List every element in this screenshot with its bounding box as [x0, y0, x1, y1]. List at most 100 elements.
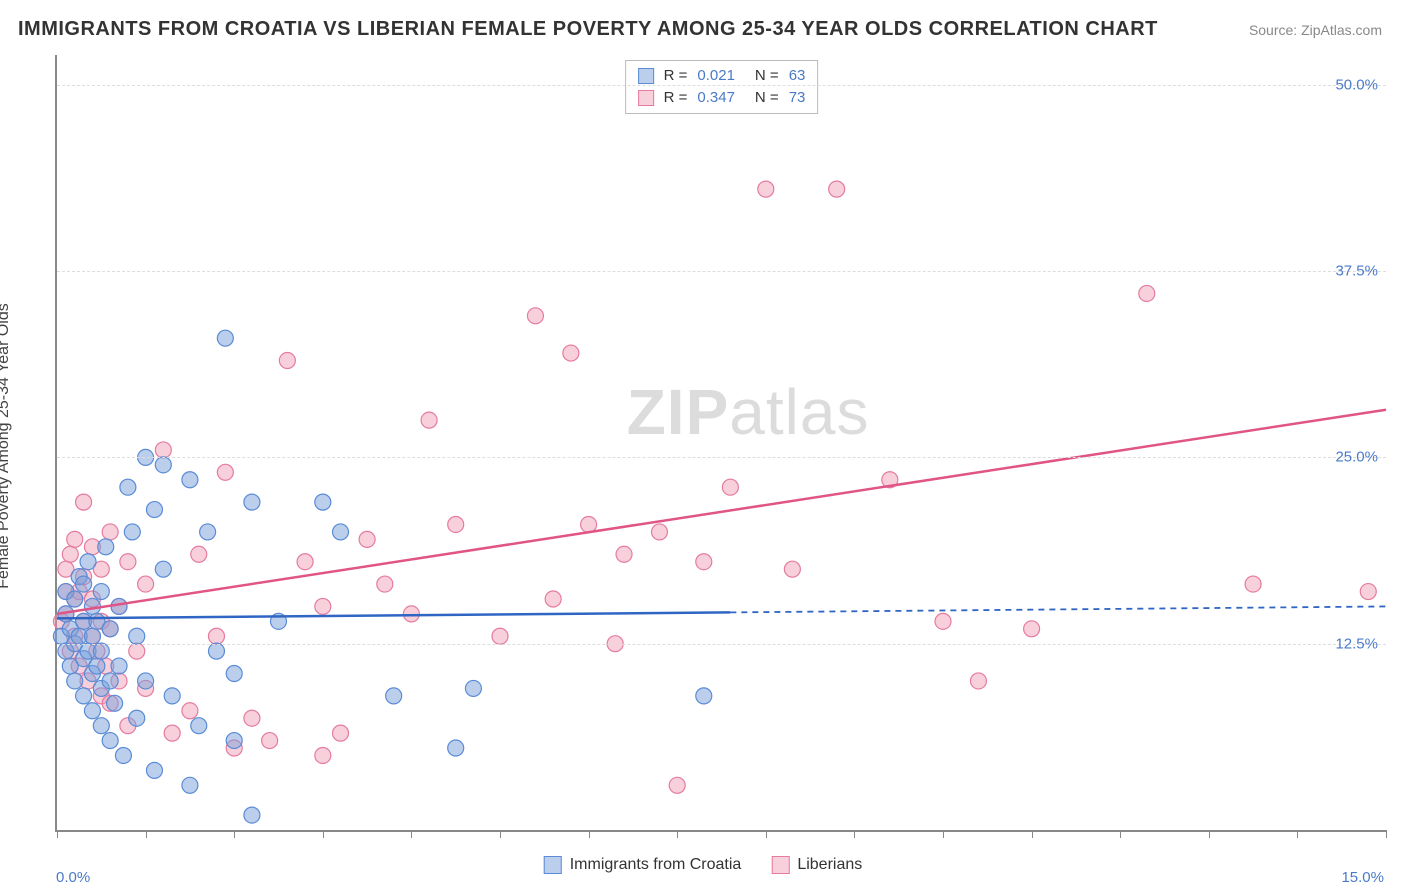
scatter-point: [527, 308, 543, 324]
x-tick: [146, 830, 147, 838]
scatter-point: [76, 576, 92, 592]
scatter-point: [93, 584, 109, 600]
scatter-point: [182, 703, 198, 719]
x-tick: [57, 830, 58, 838]
x-tick: [943, 830, 944, 838]
scatter-point: [935, 613, 951, 629]
scatter-point: [129, 628, 145, 644]
scatter-point: [784, 561, 800, 577]
scatter-point: [244, 710, 260, 726]
scatter-point: [155, 561, 171, 577]
scatter-point: [244, 807, 260, 823]
scatter-point: [84, 703, 100, 719]
x-tick: [1032, 830, 1033, 838]
scatter-point: [279, 353, 295, 369]
scatter-point: [76, 494, 92, 510]
scatter-point: [217, 464, 233, 480]
scatter-point: [208, 643, 224, 659]
x-tick: [854, 830, 855, 838]
scatter-point: [315, 598, 331, 614]
scatter-point: [315, 747, 331, 763]
scatter-point: [208, 628, 224, 644]
scatter-point: [93, 643, 109, 659]
scatter-point: [377, 576, 393, 592]
scatter-point: [492, 628, 508, 644]
scatter-point: [315, 494, 331, 510]
y-axis-label: Female Poverty Among 25-34 Year Olds: [0, 303, 13, 589]
scatter-point: [226, 666, 242, 682]
scatter-point: [129, 710, 145, 726]
scatter-point: [386, 688, 402, 704]
source-value: ZipAtlas.com: [1301, 22, 1382, 38]
scatter-point: [1139, 285, 1155, 301]
scatter-point: [129, 643, 145, 659]
gridline: [57, 85, 1386, 86]
scatter-point: [403, 606, 419, 622]
scatter-point: [182, 472, 198, 488]
scatter-point: [102, 621, 118, 637]
scatter-svg: [57, 55, 1386, 830]
scatter-point: [1245, 576, 1261, 592]
scatter-point: [226, 733, 242, 749]
scatter-point: [758, 181, 774, 197]
gridline: [57, 457, 1386, 458]
scatter-point: [1024, 621, 1040, 637]
scatter-point: [120, 479, 136, 495]
gridline: [57, 644, 1386, 645]
scatter-point: [696, 688, 712, 704]
x-tick: [500, 830, 501, 838]
scatter-point: [581, 516, 597, 532]
x-tick: [766, 830, 767, 838]
scatter-point: [93, 718, 109, 734]
scatter-point: [138, 576, 154, 592]
y-tick-label: 37.5%: [1335, 263, 1378, 280]
scatter-point: [155, 457, 171, 473]
x-tick: [323, 830, 324, 838]
legend-label: Immigrants from Croatia: [570, 856, 742, 874]
scatter-point: [217, 330, 233, 346]
legend-label: Liberians: [797, 856, 862, 874]
scatter-point: [359, 531, 375, 547]
scatter-point: [67, 531, 83, 547]
scatter-point: [76, 688, 92, 704]
scatter-point: [465, 680, 481, 696]
y-tick-label: 12.5%: [1335, 635, 1378, 652]
scatter-point: [155, 442, 171, 458]
y-tick-label: 25.0%: [1335, 449, 1378, 466]
legend-item: Immigrants from Croatia: [544, 856, 742, 874]
source-attribution: Source: ZipAtlas.com: [1249, 22, 1382, 38]
x-tick: [411, 830, 412, 838]
y-tick-label: 50.0%: [1335, 76, 1378, 93]
scatter-point: [67, 673, 83, 689]
scatter-point: [191, 546, 207, 562]
scatter-point: [545, 591, 561, 607]
scatter-point: [669, 777, 685, 793]
chart-container: IMMIGRANTS FROM CROATIA VS LIBERIAN FEMA…: [0, 0, 1406, 892]
scatter-point: [182, 777, 198, 793]
scatter-point: [67, 591, 83, 607]
x-tick: [589, 830, 590, 838]
scatter-point: [138, 673, 154, 689]
scatter-point: [102, 673, 118, 689]
scatter-point: [297, 554, 313, 570]
scatter-point: [164, 688, 180, 704]
scatter-point: [146, 502, 162, 518]
series-legend: Immigrants from Croatia Liberians: [544, 856, 863, 874]
scatter-point: [98, 539, 114, 555]
scatter-point: [448, 740, 464, 756]
scatter-point: [115, 747, 131, 763]
legend-swatch-pink: [771, 856, 789, 874]
x-tick-label-min: 0.0%: [56, 869, 90, 886]
source-label: Source:: [1249, 22, 1297, 38]
scatter-point: [111, 658, 127, 674]
scatter-point: [191, 718, 207, 734]
chart-title: IMMIGRANTS FROM CROATIA VS LIBERIAN FEMA…: [18, 18, 1158, 41]
scatter-point: [244, 494, 260, 510]
scatter-point: [62, 546, 78, 562]
x-tick: [1209, 830, 1210, 838]
scatter-point: [80, 554, 96, 570]
scatter-point: [124, 524, 140, 540]
legend-item: Liberians: [771, 856, 862, 874]
trend-line-blue: [57, 612, 730, 618]
x-tick: [1120, 830, 1121, 838]
